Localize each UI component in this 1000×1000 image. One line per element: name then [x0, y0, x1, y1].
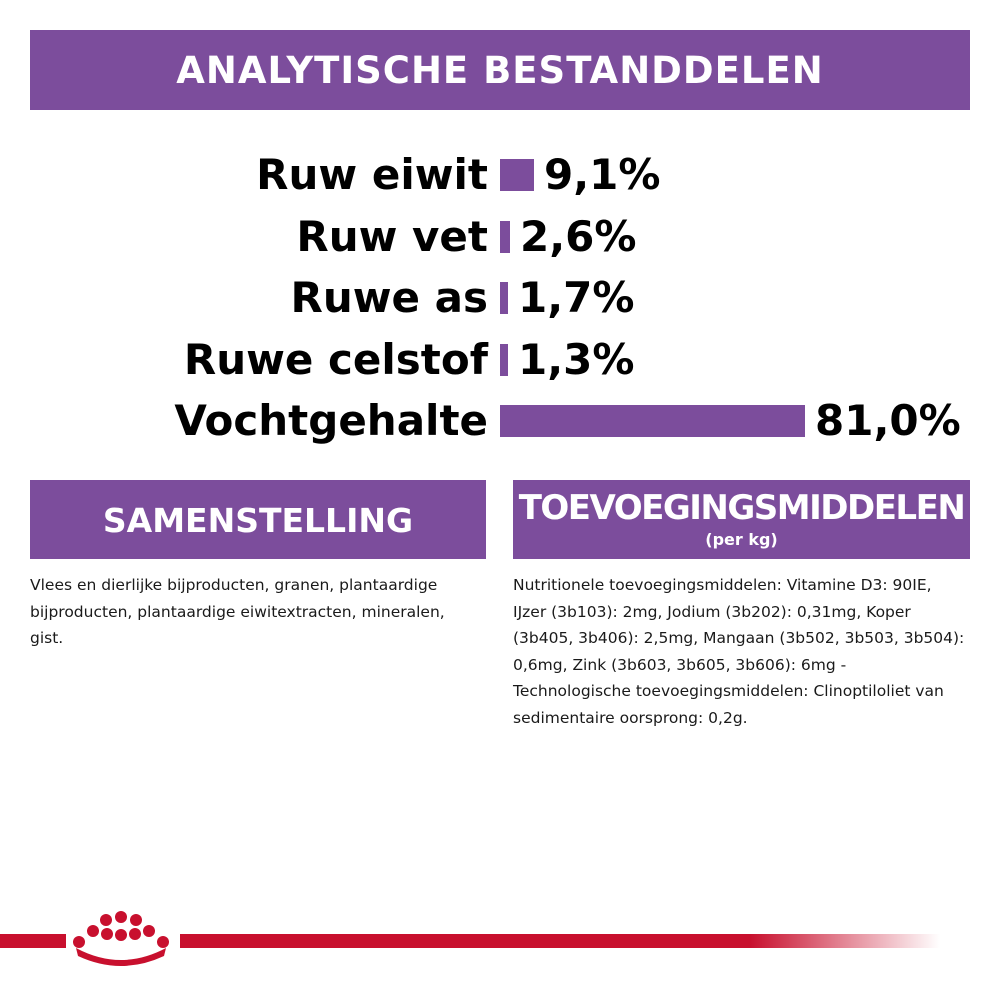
footer-line-right [180, 934, 940, 948]
value-bar [500, 343, 508, 376]
value-label: 1,7% [518, 273, 635, 322]
value-label: 2,6% [520, 211, 637, 261]
composition-text: Vlees en dierlijke bijproducten, granen,… [30, 576, 445, 647]
footer-line-left [0, 934, 66, 948]
additives-text: Nutritionele toevoegingsmiddelen: Vitami… [513, 576, 965, 727]
category-label: Ruw eiwit [256, 150, 488, 199]
category-label: Ruwe as [290, 273, 489, 322]
analysis-title: ANALYTISCHE BESTANDDELEN [176, 49, 824, 92]
value-bar [500, 159, 534, 191]
category-label: Vochtgehalte [174, 396, 488, 445]
value-bar [500, 405, 805, 437]
additives-header: TOEVOEGINGSMIDDELEN (per kg) [513, 480, 970, 559]
royal-canin-crown-icon [73, 911, 169, 966]
value-label: 9,1% [544, 150, 661, 199]
category-label: Ruwe celstof [183, 334, 488, 384]
value-bar [500, 220, 510, 253]
composition-header: SAMENSTELLING [30, 480, 486, 559]
composition-title: SAMENSTELLING [102, 501, 414, 540]
category-label: Ruw vet [296, 211, 488, 261]
additives-subtitle: (per kg) [705, 530, 778, 549]
value-label: 1,3% [518, 334, 635, 384]
value-label: 81,0% [815, 396, 961, 445]
additives-title: TOEVOEGINGSMIDDELEN [518, 488, 966, 528]
value-bar [500, 282, 508, 314]
analysis-header: ANALYTISCHE BESTANDDELEN [30, 30, 970, 110]
